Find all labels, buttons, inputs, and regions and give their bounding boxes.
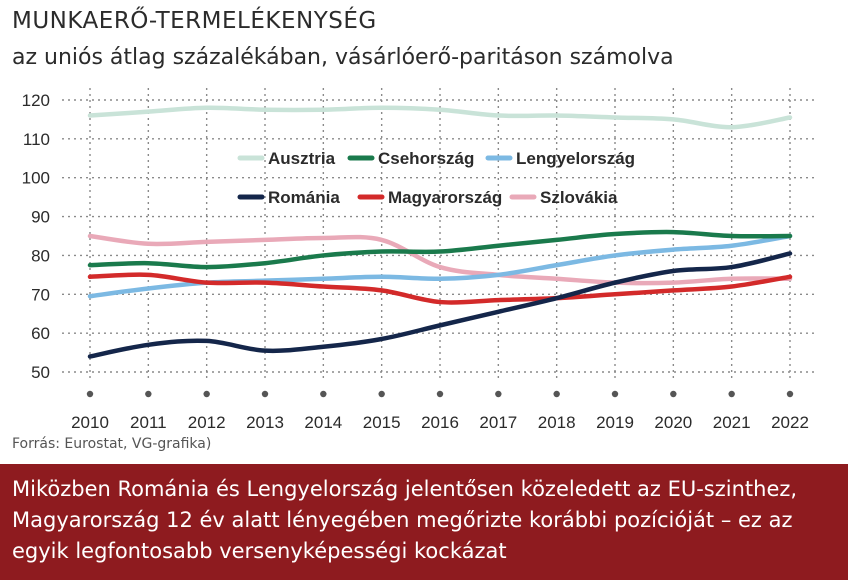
series-line-romania xyxy=(87,251,793,359)
x-tick-dot xyxy=(495,390,502,398)
x-tick-label: 2022 xyxy=(771,413,809,432)
line-chart: 50 60 70 80 90 100 110 120 2010 2011 2012 2013 2014… xyxy=(22,88,818,432)
legend-label-ausztria: Ausztria xyxy=(268,149,336,168)
x-tick-label: 2021 xyxy=(713,413,751,432)
legend-label-lengyelorszag: Lengyelország xyxy=(516,149,635,168)
series-line-ausztria xyxy=(87,105,793,130)
legend-label-szlovakia: Szlovákia xyxy=(540,188,618,207)
x-tick-dot xyxy=(728,390,735,398)
chart-subtitle: az uniós átlag százalékában, vásárlóerő-… xyxy=(12,45,674,70)
x-tick-dot xyxy=(436,390,444,398)
x-tick-label: 2012 xyxy=(188,413,226,432)
x-tick-dot xyxy=(261,390,269,398)
legend-label-magyarorszag: Magyarország xyxy=(388,188,502,207)
y-tick-label: 80 xyxy=(31,246,50,265)
source-note: Forrás: Eurostat, VG-grafika) xyxy=(12,436,212,452)
y-tick-label: 90 xyxy=(31,208,50,227)
legend-label-romania: Románia xyxy=(268,188,340,207)
x-tick-label: 2017 xyxy=(479,413,517,432)
x-tick-label: 2018 xyxy=(538,413,576,432)
x-axis-ticks: 2010 2011 2012 2013 2014 2015 2016 2017 2018 2019… xyxy=(71,413,809,432)
summary-banner: Miközben Románia és Lengyelország jelent… xyxy=(0,464,848,580)
x-tick-label: 2019 xyxy=(596,413,634,432)
x-tick-dot xyxy=(86,390,94,398)
series-line-szlovakia xyxy=(87,233,793,286)
legend-label-csehorszag: Csehország xyxy=(378,149,474,168)
x-tick-dot xyxy=(553,390,560,398)
series-line-csehorszag xyxy=(87,229,793,270)
y-axis-ticks: 50 60 70 80 90 100 110 120 xyxy=(22,91,50,382)
x-tick-dot xyxy=(203,390,210,398)
series-lines xyxy=(87,105,793,359)
y-tick-label: 60 xyxy=(31,324,50,343)
x-tick-label: 2016 xyxy=(421,413,459,432)
x-tick-label: 2015 xyxy=(363,413,401,432)
x-tick-dot xyxy=(611,390,619,398)
x-tick-dot xyxy=(670,390,677,398)
x-tick-label: 2011 xyxy=(130,413,167,432)
x-tick-label: 2013 xyxy=(246,413,284,432)
y-tick-label: 70 xyxy=(31,285,50,304)
y-tick-label: 120 xyxy=(22,91,50,110)
x-tick-dot xyxy=(320,390,327,398)
series-line-magyarorszag xyxy=(87,272,793,305)
legend: Ausztria Csehország Lengyelország Románia Ma… xyxy=(237,149,635,207)
summary-text: Miközben Románia és Lengyelország jelent… xyxy=(12,477,798,563)
x-tick-dot xyxy=(378,390,385,398)
x-tick-label: 2014 xyxy=(304,413,342,432)
y-tick-label: 110 xyxy=(23,130,50,149)
chart-title: MUNKAERŐ-TERMELÉKENYSÉG xyxy=(12,8,377,34)
x-tick-dot xyxy=(145,390,152,398)
y-tick-label: 50 xyxy=(31,363,50,382)
x-tick-label: 2010 xyxy=(71,413,109,432)
x-tick-label: 2020 xyxy=(654,413,692,432)
x-tick-dot xyxy=(786,390,794,398)
y-tick-label: 100 xyxy=(22,169,50,188)
grid xyxy=(62,88,818,398)
